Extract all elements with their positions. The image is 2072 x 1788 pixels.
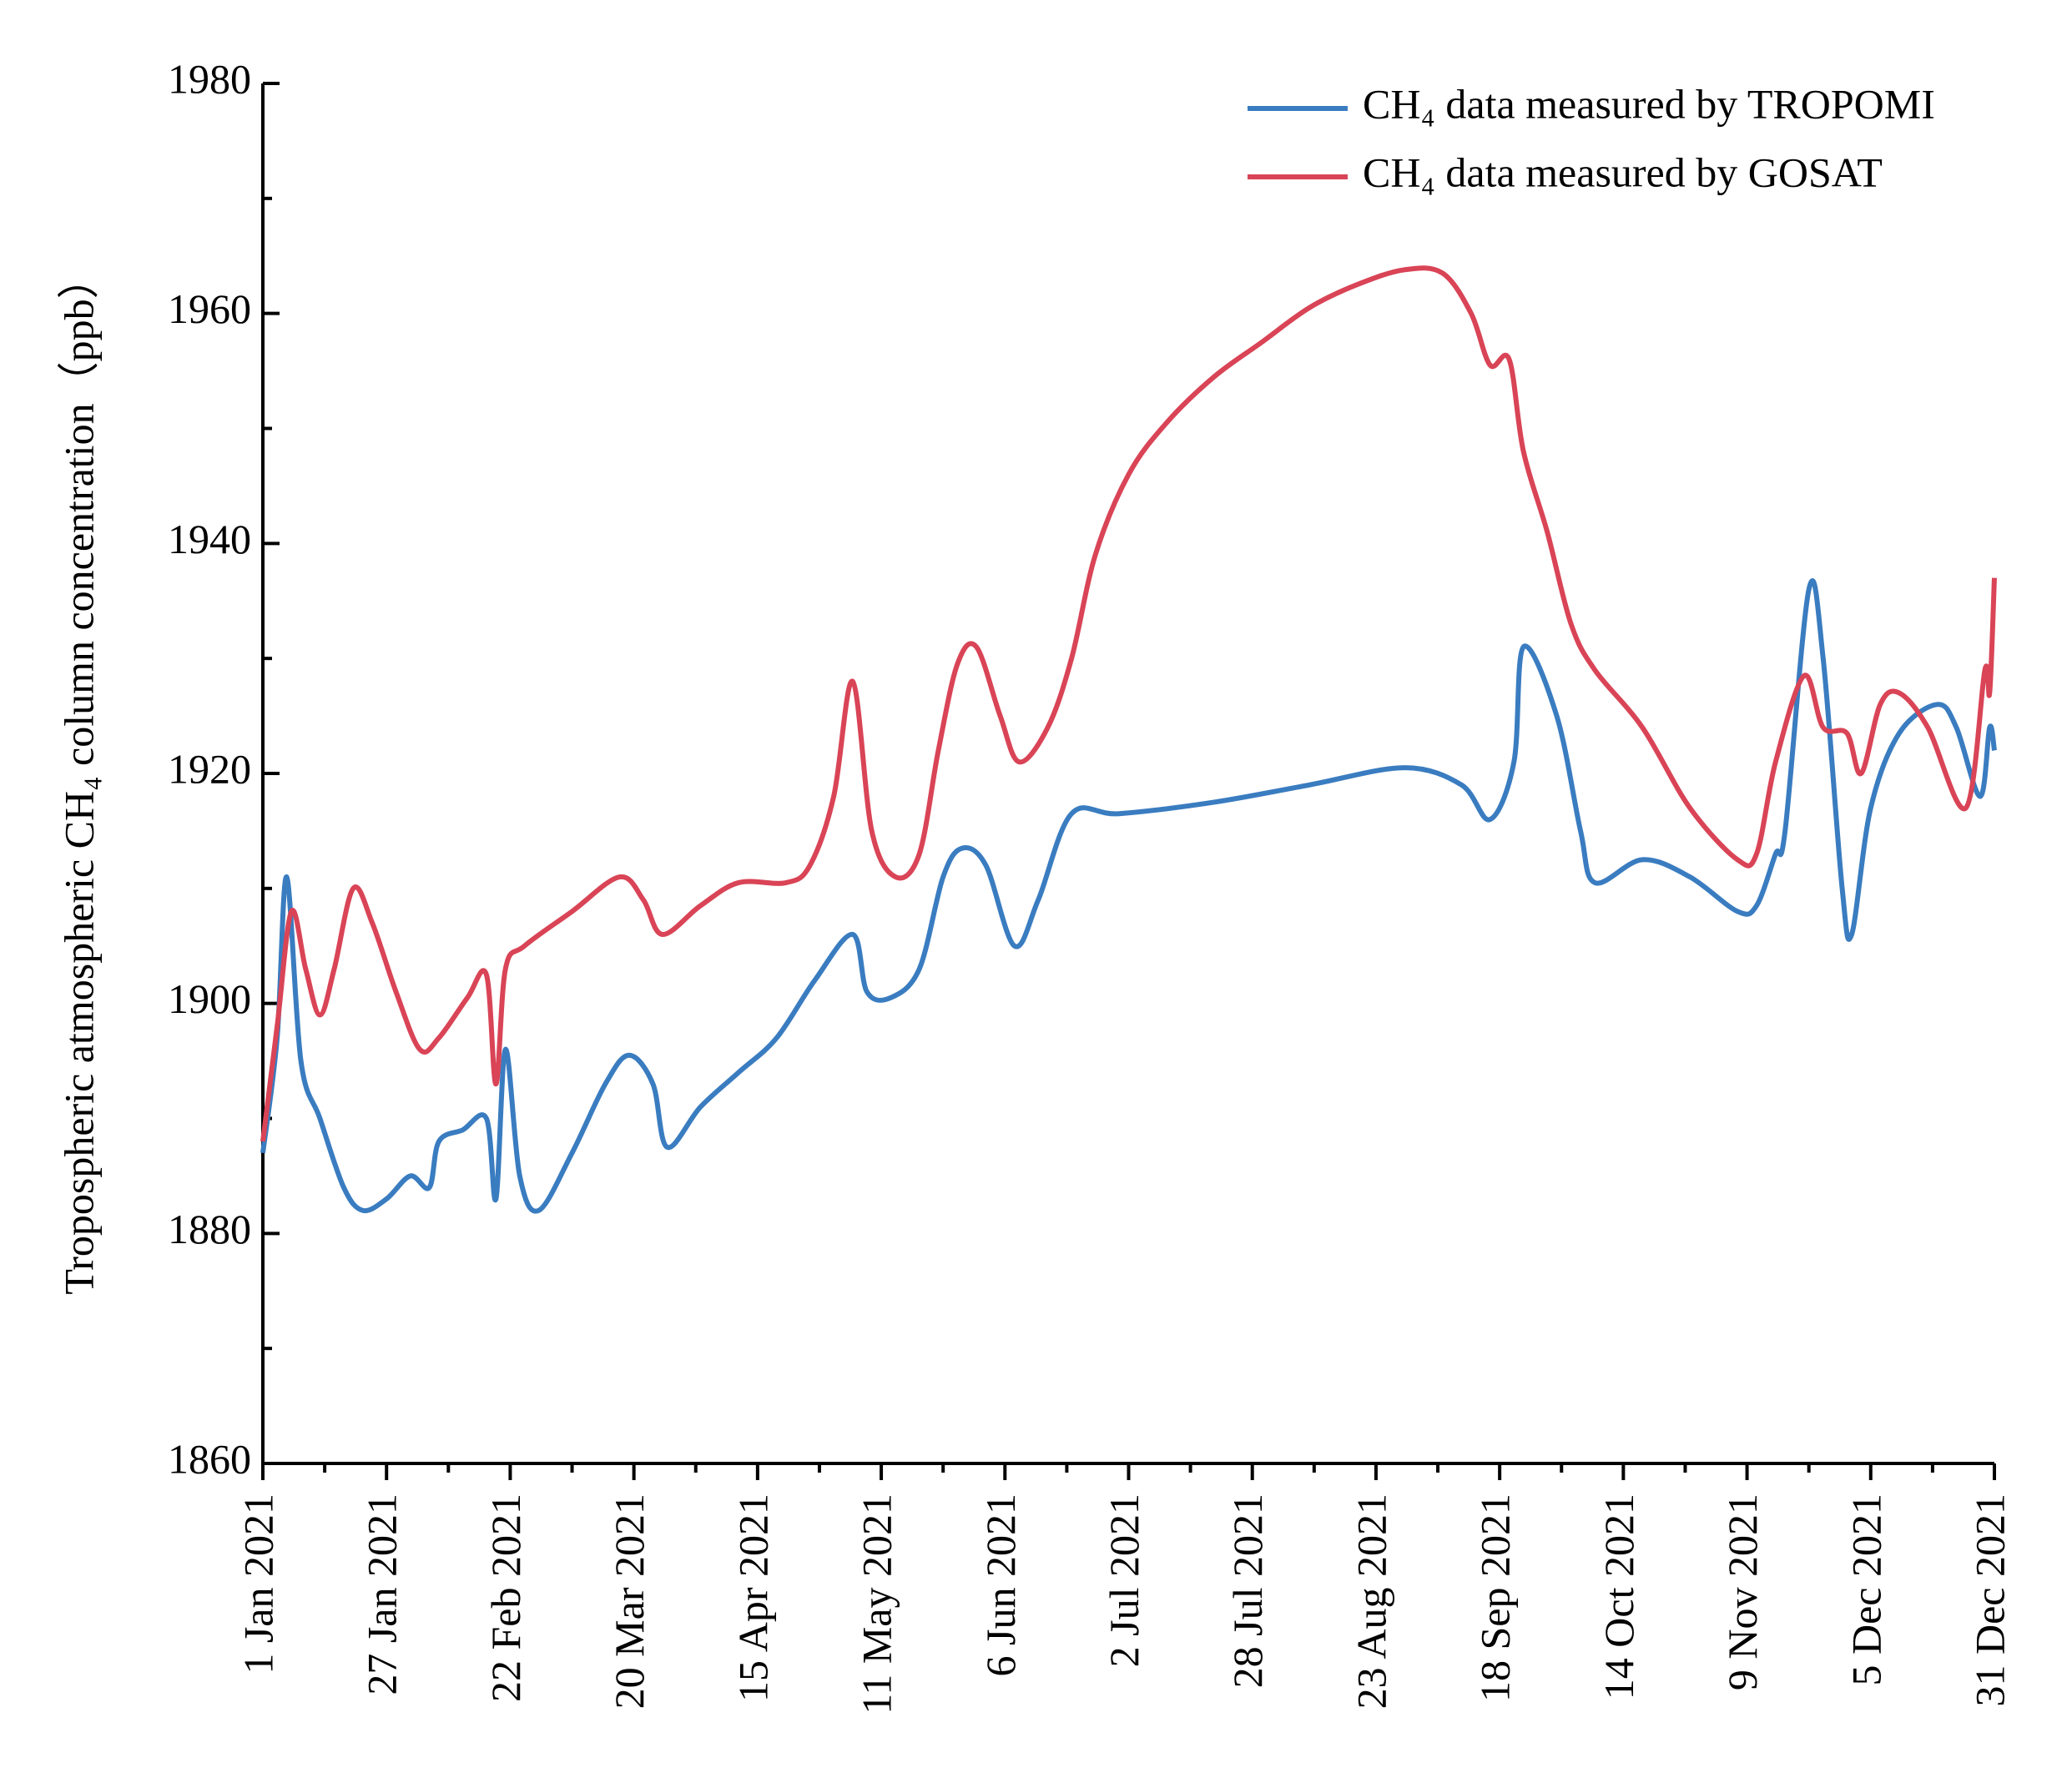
data-line [260, 578, 1997, 1214]
y-tick-label: 1960 [168, 285, 251, 332]
x-tick-label: 23 Aug 2021 [1348, 1493, 1394, 1709]
x-tick-label: 20 Mar 2021 [606, 1493, 653, 1709]
legend-label: CH₄ data measured by TROPOMI [1363, 80, 1935, 127]
y-tick-label: 1860 [168, 1435, 251, 1482]
x-tick-label: 5 Dec 2021 [1843, 1493, 1889, 1686]
x-tick-label: 18 Sep 2021 [1472, 1493, 1519, 1702]
data-line [260, 265, 1997, 1142]
x-tick-label: 22 Feb 2021 [482, 1493, 529, 1702]
x-tick-label: 11 May 2021 [854, 1493, 900, 1715]
y-tick-label: 1900 [168, 975, 251, 1022]
x-tick-label: 9 Nov 2021 [1719, 1493, 1766, 1690]
y-tick-label: 1880 [168, 1206, 251, 1252]
y-tick-label: 1940 [168, 516, 251, 562]
x-tick-label: 6 Jun 2021 [977, 1493, 1024, 1676]
x-tick-label: 1 Jan 2021 [234, 1493, 281, 1675]
x-tick-label: 28 Jul 2021 [1224, 1493, 1271, 1688]
x-tick-label: 14 Oct 2021 [1596, 1493, 1642, 1700]
x-tick-label: 15 Apr 2021 [729, 1493, 776, 1702]
x-tick-label: 31 Dec 2021 [1966, 1493, 2013, 1707]
x-tick-label: 27 Jan 2021 [359, 1493, 406, 1695]
x-tick-label: 2 Jul 2021 [1101, 1493, 1147, 1667]
y-axis-label: Tropospheric atmospheric CH₄ column conc… [55, 257, 102, 1294]
legend-label: CH₄ data measured by GOSAT [1363, 149, 1883, 195]
y-tick-label: 1920 [168, 745, 251, 792]
y-tick-label: 1980 [168, 55, 251, 102]
